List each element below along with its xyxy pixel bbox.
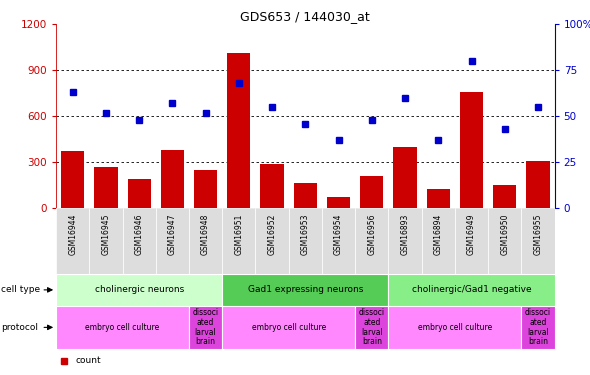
Bar: [189, 208, 222, 274]
Bar: [526, 161, 550, 208]
Text: GSM16956: GSM16956: [368, 213, 376, 255]
Text: dissoci
ated
larval
brain: dissoci ated larval brain: [525, 308, 551, 346]
Bar: [327, 196, 350, 208]
Bar: [289, 208, 322, 274]
Bar: [455, 208, 488, 274]
Bar: [360, 176, 384, 208]
Text: dissoci
ated
larval
brain: dissoci ated larval brain: [359, 308, 385, 346]
Bar: [422, 208, 455, 274]
Text: GSM16947: GSM16947: [168, 213, 177, 255]
Bar: [227, 54, 251, 208]
Bar: [127, 179, 151, 208]
Text: GSM16894: GSM16894: [434, 213, 442, 255]
Bar: [194, 170, 217, 208]
Bar: [189, 306, 222, 349]
Text: protocol: protocol: [1, 323, 38, 332]
Bar: [427, 189, 450, 208]
Bar: [222, 274, 388, 306]
Bar: [355, 306, 388, 349]
Text: GSM16893: GSM16893: [401, 213, 409, 255]
Bar: [156, 208, 189, 274]
Bar: [388, 208, 422, 274]
Bar: [460, 92, 483, 208]
Text: GSM16945: GSM16945: [101, 213, 110, 255]
Text: GSM16944: GSM16944: [68, 213, 77, 255]
Text: cholinergic neurons: cholinergic neurons: [94, 285, 183, 294]
Text: GSM16949: GSM16949: [467, 213, 476, 255]
Bar: [89, 208, 123, 274]
Text: GSM16948: GSM16948: [201, 213, 210, 255]
Text: GSM16954: GSM16954: [334, 213, 343, 255]
Bar: [222, 208, 255, 274]
Bar: [255, 208, 289, 274]
Bar: [294, 183, 317, 208]
Bar: [355, 208, 388, 274]
Bar: [61, 152, 84, 208]
Text: GSM16946: GSM16946: [135, 213, 143, 255]
Bar: [394, 147, 417, 208]
Bar: [160, 150, 184, 208]
Bar: [56, 306, 189, 349]
Text: cell type: cell type: [1, 285, 40, 294]
Text: GSM16950: GSM16950: [500, 213, 509, 255]
Bar: [522, 306, 555, 349]
Text: count: count: [76, 356, 101, 365]
Text: embryo cell culture: embryo cell culture: [418, 322, 492, 332]
Bar: [123, 208, 156, 274]
Bar: [522, 208, 555, 274]
Text: embryo cell culture: embryo cell culture: [251, 322, 326, 332]
Text: GSM16951: GSM16951: [234, 213, 243, 255]
Text: Gad1 expressing neurons: Gad1 expressing neurons: [248, 285, 363, 294]
Text: embryo cell culture: embryo cell culture: [86, 322, 160, 332]
Bar: [56, 274, 222, 306]
Bar: [488, 208, 522, 274]
Bar: [222, 306, 355, 349]
Bar: [388, 274, 555, 306]
Bar: [388, 306, 522, 349]
Title: GDS653 / 144030_at: GDS653 / 144030_at: [241, 10, 370, 23]
Text: GSM16952: GSM16952: [268, 213, 277, 255]
Text: GSM16953: GSM16953: [301, 213, 310, 255]
Bar: [493, 185, 516, 208]
Bar: [94, 167, 117, 208]
Bar: [56, 208, 89, 274]
Text: cholinergic/Gad1 negative: cholinergic/Gad1 negative: [412, 285, 532, 294]
Bar: [260, 165, 284, 208]
Text: dissoci
ated
larval
brain: dissoci ated larval brain: [192, 308, 219, 346]
Bar: [322, 208, 355, 274]
Text: GSM16955: GSM16955: [533, 213, 542, 255]
